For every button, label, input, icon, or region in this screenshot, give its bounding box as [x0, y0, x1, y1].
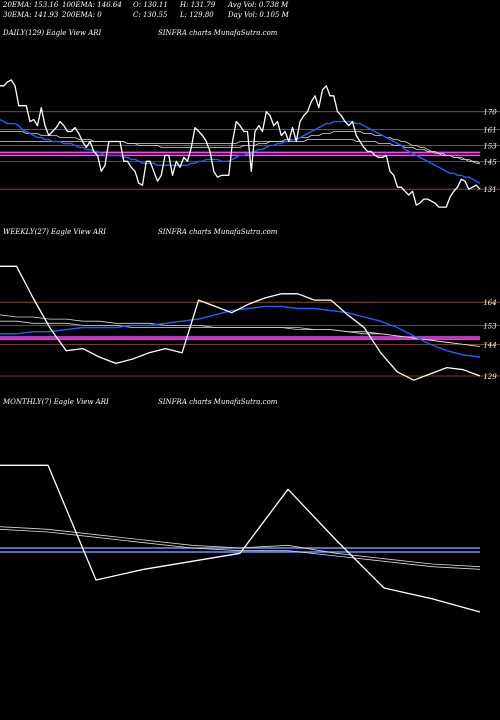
daily-y-tick: 161 [483, 127, 496, 135]
open-value: O: 130.11 [133, 1, 168, 9]
weekly-y-tick: 164 [483, 299, 496, 307]
weekly-y-tick: 144 [483, 341, 496, 349]
weekly-panel: 164 153 144 129 [0, 265, 500, 381]
ema20-value: 20EMA: 153.16 [3, 1, 59, 9]
monthly-panel-label: MONTHLY(7) Eagle View ARI [3, 398, 109, 406]
avg-vol-value: Avg Vol: 0.738 M [228, 1, 289, 9]
weekly-price-line [0, 265, 481, 381]
weekly-ema-slow-line [0, 314, 481, 347]
daily-y-tick: 145 [483, 158, 497, 166]
weekly-ema-mid-line [0, 320, 481, 347]
monthly-ema-mid-line [0, 526, 481, 568]
ema200-value: 200EMA: 0 [62, 11, 102, 19]
daily-ema-mid-line [0, 131, 480, 164]
daily-y-tick: 170 [483, 109, 497, 117]
monthly-panel [0, 464, 481, 613]
day-vol-value: Day Vol: 0.105 M [228, 11, 289, 19]
ema100-value: 100EMA: 146.64 [62, 1, 122, 9]
weekly-ema-fast-line [0, 305, 481, 358]
daily-y-tick: 153 [483, 142, 497, 150]
low-value: L: 129.80 [180, 11, 214, 19]
monthly-ema-slow-line [0, 528, 481, 570]
daily-ema-fast-line [0, 118, 481, 184]
weekly-y-tick: 153 [483, 322, 497, 330]
monthly-price-line [0, 464, 481, 613]
daily-panel: 170 161 153 145 131 [0, 79, 500, 208]
daily-y-tick: 131 [483, 186, 496, 194]
monthly-panel-brand: SINFRA charts MunafaSutra.com [158, 398, 278, 406]
high-value: H: 131.79 [180, 1, 216, 9]
daily-panel-label: DAILY(129) Eagle View ARI [3, 29, 102, 37]
weekly-panel-label: WEEKLY(27) Eagle View ARI [3, 228, 107, 236]
daily-panel-brand: SINFRA charts MunafaSutra.com [158, 29, 278, 37]
weekly-panel-brand: SINFRA charts MunafaSutra.com [158, 228, 278, 236]
weekly-y-tick: 129 [483, 373, 497, 381]
daily-price-line [0, 79, 481, 208]
ema30-value: 30EMA: 141.93 [3, 11, 59, 19]
close-value: C: 130.55 [133, 11, 168, 19]
